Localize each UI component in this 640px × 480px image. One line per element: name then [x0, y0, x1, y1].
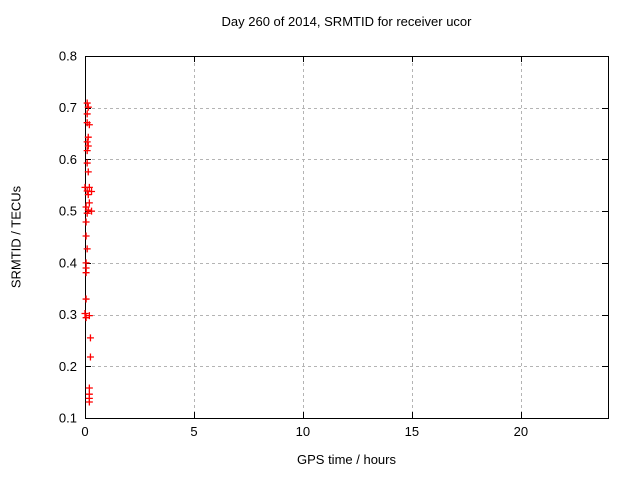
y-tick-label: 0.3 — [59, 307, 77, 322]
data-point — [81, 310, 89, 318]
data-point — [85, 384, 93, 392]
data-point — [85, 199, 93, 207]
x-tick-label: 15 — [405, 424, 419, 439]
data-point — [82, 314, 90, 322]
plot-frame — [85, 56, 609, 419]
data-point — [84, 168, 92, 176]
data-point — [86, 353, 94, 361]
y-tick-label: 0.7 — [59, 100, 77, 115]
x-tick-label: 5 — [190, 424, 197, 439]
data-point — [85, 398, 93, 406]
data-point — [84, 133, 92, 141]
data-point — [83, 245, 91, 253]
data-point — [88, 187, 96, 195]
data-point — [83, 159, 91, 167]
data-point — [82, 232, 90, 240]
y-tick-label: 0.5 — [59, 204, 77, 219]
data-point — [85, 121, 93, 129]
x-tick-label: 10 — [296, 424, 310, 439]
data-point — [86, 334, 94, 342]
x-tick-label: 20 — [514, 424, 528, 439]
y-tick-label: 0.6 — [59, 152, 77, 167]
data-point — [82, 269, 90, 277]
chart-title: Day 260 of 2014, SRMTID for receiver uco… — [221, 14, 472, 29]
x-tick-labels: 0 5 10 15 20 — [81, 424, 528, 439]
y-tick-label: 0.4 — [59, 255, 77, 270]
data-point — [83, 138, 91, 146]
data-point — [85, 183, 93, 191]
data-point — [84, 191, 92, 199]
data-point — [83, 110, 91, 118]
axis-ticks — [85, 56, 608, 419]
data-point — [83, 147, 91, 155]
x-axis-label: GPS time / hours — [297, 452, 396, 467]
x-tick-label: 0 — [81, 424, 88, 439]
data-point — [88, 207, 96, 215]
data-point — [84, 142, 92, 150]
data-point — [83, 209, 91, 217]
y-tick-label: 0.2 — [59, 359, 77, 374]
data-points — [81, 99, 96, 406]
y-tick-label: 0.1 — [59, 411, 77, 426]
data-point — [84, 206, 92, 214]
y-tick-labels: 0.1 0.2 0.3 0.4 0.5 0.6 0.7 0.8 — [59, 49, 77, 426]
data-point — [83, 99, 91, 107]
y-tick-label: 0.8 — [59, 49, 77, 64]
grid-lines — [86, 57, 607, 417]
data-point — [84, 103, 92, 111]
data-point — [82, 218, 90, 226]
data-point — [82, 295, 90, 303]
